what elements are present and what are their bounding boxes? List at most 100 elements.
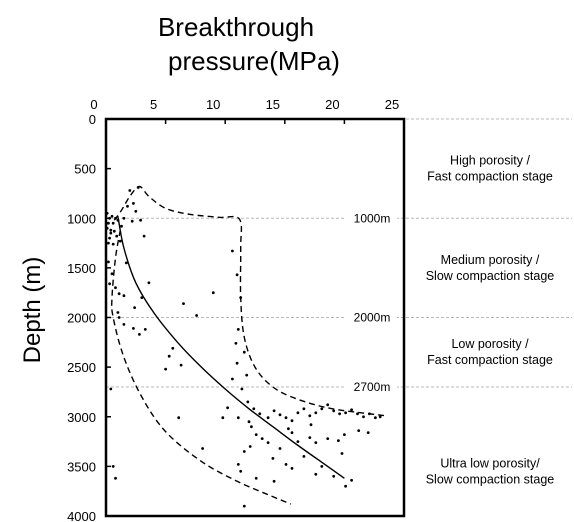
data-point [115, 234, 119, 238]
data-point [302, 455, 306, 458]
data-point [111, 221, 115, 225]
reference-label-bg [345, 309, 397, 325]
y-axis-label: Depth (m) [19, 257, 46, 364]
reference-label-bg [345, 210, 397, 226]
data-point [134, 209, 138, 213]
data-point [164, 367, 168, 371]
data-point [107, 260, 110, 264]
envelope-lower-curve [110, 230, 292, 505]
data-point [245, 373, 249, 377]
data-point [234, 341, 238, 345]
data-point [314, 472, 318, 476]
data-point [182, 302, 185, 305]
data-point [302, 407, 306, 411]
data-point [231, 377, 234, 381]
x-tick-label: 25 [385, 97, 399, 112]
data-point [136, 186, 140, 189]
y-tick-label: 4000 [67, 509, 96, 522]
reference-label-bg [345, 378, 397, 394]
data-point [344, 411, 347, 415]
curves [110, 185, 387, 505]
stage-label: Slow compaction stage [426, 472, 555, 486]
data-point [240, 387, 244, 391]
plot-frame [104, 117, 406, 518]
y-tick-label: 3000 [67, 410, 96, 425]
data-point [338, 412, 341, 416]
chart-title-line-2: pressure(MPa) [168, 46, 340, 76]
stage-label: Fast compaction stage [427, 170, 553, 184]
data-point [122, 216, 126, 220]
data-point [122, 323, 126, 326]
x-axis: 0 5 10 15 20 25 [90, 97, 405, 124]
data-point [142, 234, 146, 238]
data-point [326, 403, 330, 407]
data-point [254, 476, 258, 480]
data-point [242, 450, 246, 453]
data-point [231, 249, 234, 253]
data-point [242, 504, 246, 508]
data-point [111, 465, 115, 468]
stage-label: Ultra low porosity/ [440, 456, 540, 470]
data-point [133, 306, 137, 309]
stage-label: Slow compaction stage [426, 269, 555, 283]
data-point [236, 328, 240, 331]
data-point [236, 463, 240, 466]
data-point [108, 216, 111, 220]
data-point [378, 415, 382, 419]
data-point [114, 286, 117, 290]
data-point [117, 316, 121, 319]
y-tick-label: 0 [89, 112, 96, 127]
data-point [139, 218, 143, 222]
data-point [116, 218, 120, 222]
y-tick-label: 1000 [67, 211, 96, 226]
data-point [314, 441, 318, 444]
data-point [308, 436, 312, 439]
data-point [366, 431, 370, 434]
data-point [252, 407, 256, 411]
x-tick-label: 10 [206, 97, 220, 112]
y-tick-label: 2000 [67, 311, 96, 326]
data-point [290, 419, 294, 423]
data-point [337, 439, 340, 442]
data-point [111, 242, 115, 246]
data-point [278, 447, 282, 450]
data-point [235, 273, 239, 277]
data-point [374, 416, 377, 420]
data-point [290, 431, 294, 434]
data-point [110, 214, 114, 218]
stage-label: Low porosity / [451, 337, 529, 351]
envelope-upper-curve [113, 185, 387, 417]
y-tick-label: 500 [74, 162, 96, 177]
reference-line-label: 2000m [354, 311, 391, 325]
data-point [254, 433, 258, 436]
data-point [272, 479, 276, 483]
data-point [326, 437, 330, 440]
data-point [242, 350, 246, 354]
data-point [343, 433, 346, 436]
chart-title-line-1: Breakthrough [158, 12, 314, 42]
data-point [109, 228, 113, 232]
x-tick-label: 15 [266, 97, 280, 112]
data-point [120, 224, 123, 228]
data-point [108, 282, 111, 286]
data-point [114, 216, 117, 220]
data-point [110, 272, 114, 276]
stage-label: Fast compaction stage [427, 353, 553, 367]
x-tick-label: 0 [90, 97, 97, 112]
data-point [118, 239, 122, 243]
data-point [320, 407, 324, 411]
data-point [332, 474, 336, 478]
reference-line-label: 2700m [354, 380, 391, 394]
data-point [132, 327, 135, 330]
data-point [278, 413, 282, 417]
data-point [296, 411, 300, 415]
data-point [211, 291, 215, 295]
data-point [271, 457, 275, 460]
data-point [314, 411, 318, 415]
data-point [107, 221, 110, 225]
data-point [179, 363, 183, 367]
data-point [309, 423, 313, 427]
data-point [239, 296, 243, 299]
data-point [109, 387, 113, 391]
data-point [296, 440, 300, 443]
